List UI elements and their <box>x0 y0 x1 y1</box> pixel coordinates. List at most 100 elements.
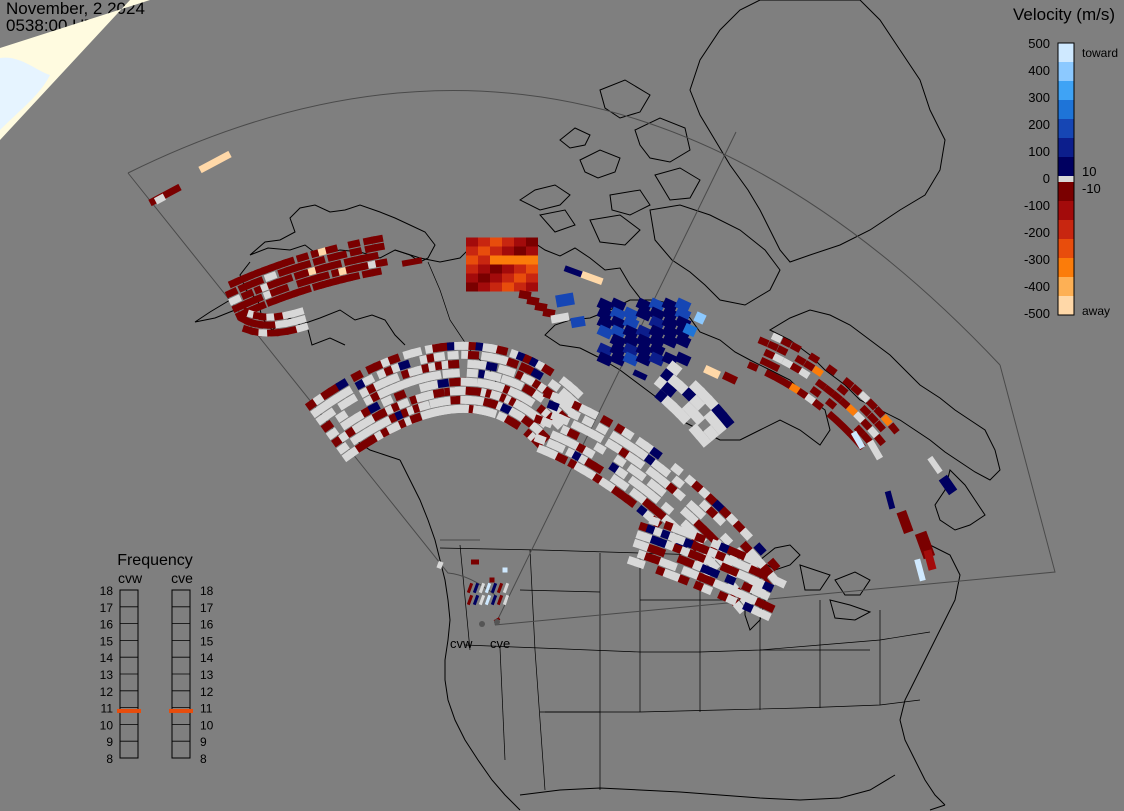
scatter-cell <box>349 247 363 257</box>
scatter-cell <box>437 378 450 389</box>
scatter-cell <box>635 306 653 322</box>
scatter-cell <box>580 270 604 286</box>
frequency-tick: 11 <box>200 702 213 716</box>
scatter-cell <box>540 416 554 429</box>
scatter-cell <box>466 368 479 378</box>
scatter-cell <box>788 382 801 395</box>
scatter-cell <box>688 408 706 426</box>
scatter-cell <box>654 546 667 558</box>
scatter-cell <box>531 389 546 403</box>
frequency-tick: 9 <box>106 735 113 749</box>
scatter-cell <box>316 271 331 282</box>
scatter-cell <box>822 384 836 397</box>
colorbar-tick: 100 <box>1028 144 1050 159</box>
scatter-cell <box>764 369 777 380</box>
scatter-cell <box>484 594 492 606</box>
coastlines <box>194 0 1001 811</box>
scatter-cell <box>707 567 721 579</box>
scatter-cell <box>811 365 824 378</box>
scatter-cell <box>466 237 478 247</box>
scatter-cell <box>521 394 536 407</box>
colorbar-swatch <box>1058 100 1074 120</box>
scatter-cell <box>526 255 538 265</box>
scatter-cell <box>749 585 762 597</box>
scatter-cell <box>633 468 647 482</box>
scatter-cell <box>263 271 278 282</box>
colorbar-swatch <box>1058 119 1074 139</box>
scatter-cell <box>153 193 167 205</box>
scatter-cell <box>502 594 510 606</box>
scatter-cell <box>739 527 753 541</box>
scatter-cell <box>884 490 896 510</box>
scatter-cell <box>647 490 662 504</box>
scatter-cell <box>727 565 741 578</box>
scatter-cell <box>811 398 825 411</box>
scatter-cell <box>695 431 712 448</box>
scatter-cell <box>596 342 614 358</box>
frequency-tick: 11 <box>101 702 114 716</box>
radar-site-cvw <box>479 621 485 627</box>
scatter-cell <box>478 594 486 606</box>
scatter-cell <box>731 557 744 569</box>
scatter-cell <box>927 455 943 475</box>
scatter-cell <box>386 372 401 385</box>
scatter-cell <box>514 264 526 274</box>
scatter-cell <box>745 593 759 605</box>
scatter-cell <box>635 333 653 349</box>
scatter-cell <box>767 557 781 572</box>
scatter-cell <box>198 150 232 174</box>
scatter-cell <box>609 342 627 358</box>
scatter-cell <box>865 398 878 411</box>
colorbar-swatch <box>1058 220 1074 240</box>
scatter-cell <box>397 359 411 371</box>
scatter-cell <box>228 294 242 306</box>
scatter-cell <box>649 446 663 460</box>
scatter-cell <box>780 378 793 390</box>
colorbar-tick: 500 <box>1028 36 1050 51</box>
scatter-cell <box>661 297 679 313</box>
scatter-cell <box>596 324 614 340</box>
scatter-cell <box>757 336 770 347</box>
radar-label-cvw: cvw <box>450 636 473 651</box>
colorbar-swatch <box>1058 81 1074 101</box>
scatter-cell <box>631 456 646 470</box>
scatter-cell <box>635 351 653 367</box>
scatter-cell <box>682 322 698 338</box>
scatter-cell <box>672 488 686 502</box>
colorbar-tick: -400 <box>1024 279 1050 294</box>
scatter-cell <box>312 255 326 266</box>
colorbar-away-label: away <box>1082 304 1110 318</box>
scatter-cell <box>753 542 767 556</box>
radar-sites: cvw cve <box>450 619 510 651</box>
scatter-cell <box>240 288 255 301</box>
scatter-cell <box>328 259 343 270</box>
scatter-cell <box>496 582 504 594</box>
scatter-cell <box>336 441 350 455</box>
scatter-cell <box>489 390 503 401</box>
scatter-cell <box>563 265 587 279</box>
scatter-cell <box>347 239 361 249</box>
scatter-cell <box>334 410 349 423</box>
scatter-cell <box>224 287 239 299</box>
scatter-cell <box>740 581 754 593</box>
scatter-cell <box>380 395 394 408</box>
scatter-cell <box>253 300 267 313</box>
scatter-cell <box>472 594 480 606</box>
colorbar-tick: -200 <box>1024 225 1050 240</box>
scatter-cell <box>717 590 730 603</box>
scatter-cell <box>826 410 839 423</box>
scatter-cell <box>657 464 672 478</box>
scatter-cell <box>514 282 526 292</box>
scatter-cell <box>860 418 873 431</box>
frequency-tick: 9 <box>200 735 207 749</box>
scatter-cell <box>599 414 614 428</box>
scatter-cell <box>593 442 607 455</box>
scatter-cell <box>621 427 635 441</box>
scatter-cell <box>478 282 490 292</box>
scatter-cell <box>609 324 627 340</box>
scatter-cell <box>485 361 498 372</box>
velocity-colorbar: 500400300200100100-10-100-200-300-400-50… <box>1024 36 1118 321</box>
frequency-tick: 10 <box>100 718 114 732</box>
scatter-cell <box>776 345 789 356</box>
